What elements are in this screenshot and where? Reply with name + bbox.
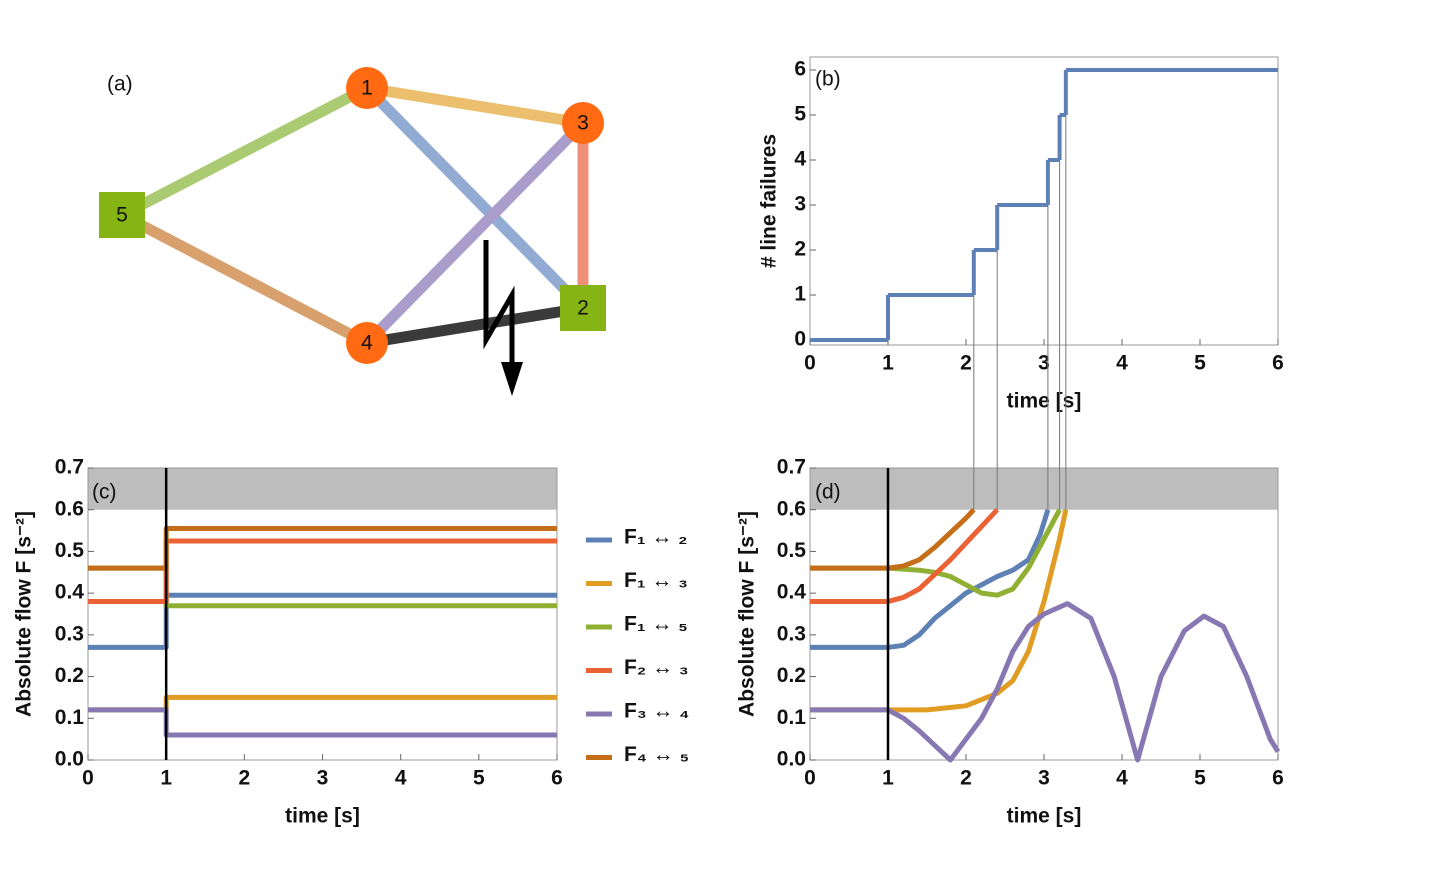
y-tick-label: 0.1: [55, 706, 85, 729]
x-tick-label: 5: [473, 767, 485, 790]
node-label: 5: [116, 204, 128, 227]
legend-label: F₁ ↔ ₅: [624, 613, 688, 636]
y-tick-label: 0.0: [55, 748, 84, 771]
legend-label: F₁ ↔ ₂: [624, 526, 688, 549]
y-tick-label: 0.2: [777, 664, 806, 687]
node: [560, 285, 606, 331]
x-tick-label: 6: [551, 767, 563, 790]
x-tick-label: 2: [960, 352, 972, 375]
y-tick-label: 4: [794, 148, 806, 171]
x-tick-label: 6: [1272, 352, 1284, 375]
legend-label: F₄ ↔ ₅: [624, 743, 689, 766]
x-tick-label: 3: [317, 767, 329, 790]
y-tick-label: 6: [794, 58, 806, 81]
y-tick-label: 1: [794, 283, 806, 306]
legend-label: F₁ ↔ ₃: [624, 569, 688, 592]
y-tick-label: 0.7: [55, 456, 84, 479]
fault-arrow: [501, 362, 523, 396]
x-tick-label: 2: [238, 767, 250, 790]
y-tick-label: 0.0: [777, 748, 806, 771]
edge: [119, 210, 370, 348]
x-tick-label: 0: [804, 767, 816, 790]
node: [99, 192, 145, 238]
x-tick-label: 5: [1194, 352, 1206, 375]
panel-label: (c): [92, 481, 117, 504]
x-tick-label: 1: [160, 767, 172, 790]
y-tick-label: 0.4: [55, 581, 85, 604]
legend-label: F₂ ↔ ₃: [624, 656, 689, 679]
x-tick-label: 1: [882, 767, 894, 790]
series-line: [810, 509, 1069, 713]
y-tick-label: 5: [794, 103, 806, 126]
x-tick-label: 6: [1272, 767, 1284, 790]
panel-label: (a): [107, 73, 133, 96]
y-tick-label: 3: [794, 193, 806, 216]
x-tick-label: 2: [960, 767, 972, 790]
y-tick-label: 0.3: [777, 622, 806, 645]
y-axis-label: # line failures: [758, 134, 781, 268]
chart: 0 1 2 3 4 5 6 0.0 0.1 0.2 0.3 0.4 0.5 0.6 0.7 time [s] A…: [13, 456, 690, 828]
chart: 0 1 2 3 4 5 6 0.0 0.1 0.2 0.3 0.4 0.5 0.6 0.7 time [s] A…: [736, 456, 1284, 828]
x-tick-label: 4: [1116, 767, 1128, 790]
x-tick-label: 3: [1038, 352, 1050, 375]
x-tick-label: 1: [882, 352, 894, 375]
legend-label: F₃ ↔ ₄: [624, 700, 689, 723]
y-tick-label: 0.6: [55, 497, 84, 520]
node-label: 4: [361, 332, 373, 355]
x-axis-label: time [s]: [285, 805, 360, 828]
fault-bolt: [483, 240, 515, 372]
node-label: 2: [577, 297, 589, 320]
edge: [119, 83, 370, 220]
y-tick-label: 0.5: [55, 539, 85, 562]
x-axis-label: time [s]: [1007, 390, 1082, 413]
edge: [366, 302, 584, 349]
edge: [363, 119, 587, 347]
node-label: 3: [577, 112, 589, 135]
series-line: [810, 508, 1062, 598]
panel-label: (d): [815, 481, 841, 504]
series-line: [810, 601, 1281, 763]
y-tick-label: 0: [794, 328, 806, 351]
panel-label: (b): [815, 68, 841, 91]
threshold-band: [88, 468, 557, 510]
chart: 0 1 2 3 4 5 6 0 1 2 3 4 5 6 time [s] # line failures (b): [758, 56, 1284, 413]
y-tick-label: 0.7: [777, 456, 806, 479]
node: [346, 322, 388, 364]
y-axis-label: Absolute flow F [s⁻²]: [13, 511, 36, 717]
node: [346, 67, 388, 109]
y-tick-label: 0.1: [777, 706, 807, 729]
series-line: [810, 508, 1051, 650]
series-line: [810, 507, 976, 571]
network-diagram: (a) 1 2 3 4 5: [99, 67, 606, 364]
threshold-band: [810, 468, 1278, 510]
x-tick-label: 0: [804, 352, 816, 375]
x-tick-label: 0: [82, 767, 94, 790]
x-tick-label: 5: [1194, 767, 1206, 790]
node: [562, 102, 604, 144]
plots: 0 1 2 3 4 5 6 0 1 2 3 4 5 6 time [s] # line failures (b)…: [13, 56, 1284, 828]
edge: [363, 84, 587, 312]
y-tick-label: 0.3: [55, 622, 84, 645]
y-tick-label: 0.5: [777, 539, 807, 562]
y-tick-label: 0.2: [55, 664, 84, 687]
y-tick-label: 0.4: [777, 581, 807, 604]
edge: [366, 82, 584, 129]
x-tick-label: 4: [1116, 352, 1128, 375]
x-tick-label: 3: [1038, 767, 1050, 790]
x-axis-label: time [s]: [1007, 805, 1082, 828]
x-tick-label: 4: [395, 767, 407, 790]
series-line: [810, 507, 1000, 604]
node-label: 1: [361, 77, 373, 100]
y-tick-label: 2: [794, 238, 806, 261]
y-axis-label: Absolute flow F [s⁻²]: [736, 511, 759, 717]
y-tick-label: 0.6: [777, 497, 806, 520]
